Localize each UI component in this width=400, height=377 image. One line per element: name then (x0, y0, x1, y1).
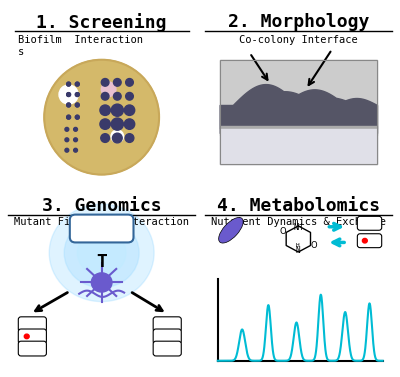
Text: 3. Genomics: 3. Genomics (42, 197, 162, 215)
Circle shape (114, 78, 121, 86)
Text: 1. Screening: 1. Screening (36, 13, 167, 32)
Text: O: O (311, 241, 318, 250)
Circle shape (75, 82, 79, 86)
Circle shape (67, 115, 70, 119)
Circle shape (111, 104, 124, 116)
Circle shape (101, 92, 109, 100)
Circle shape (75, 103, 79, 107)
Text: s: s (18, 47, 24, 57)
Circle shape (65, 127, 69, 131)
Circle shape (100, 119, 110, 129)
Circle shape (101, 134, 110, 143)
Circle shape (75, 115, 79, 119)
Circle shape (75, 82, 79, 86)
Ellipse shape (219, 218, 243, 243)
Circle shape (24, 334, 29, 339)
Circle shape (124, 119, 135, 129)
Bar (220, 60, 377, 164)
Circle shape (75, 115, 79, 119)
Circle shape (111, 118, 124, 130)
Circle shape (75, 93, 79, 97)
Circle shape (124, 105, 135, 115)
Circle shape (74, 138, 78, 142)
FancyBboxPatch shape (18, 341, 46, 356)
Bar (220, 60, 377, 164)
Circle shape (111, 130, 124, 143)
FancyBboxPatch shape (153, 329, 181, 344)
Circle shape (67, 93, 70, 97)
Text: Co-colony Interface: Co-colony Interface (239, 35, 358, 45)
FancyBboxPatch shape (153, 317, 181, 332)
Circle shape (67, 115, 70, 119)
Text: NH: NH (293, 223, 302, 232)
Circle shape (75, 103, 79, 107)
Circle shape (59, 85, 78, 104)
Circle shape (77, 230, 126, 276)
Circle shape (49, 204, 154, 302)
Text: O: O (279, 227, 286, 236)
Circle shape (101, 82, 116, 97)
FancyBboxPatch shape (18, 329, 46, 344)
FancyBboxPatch shape (70, 215, 134, 242)
Text: 4. Metabolomics: 4. Metabolomics (217, 197, 380, 215)
Circle shape (125, 134, 134, 143)
Circle shape (67, 103, 70, 107)
Circle shape (75, 93, 79, 97)
Circle shape (65, 138, 69, 142)
FancyBboxPatch shape (357, 216, 382, 230)
Circle shape (126, 78, 133, 86)
FancyBboxPatch shape (18, 317, 46, 332)
Circle shape (112, 133, 122, 143)
Circle shape (100, 105, 110, 115)
Circle shape (362, 238, 367, 243)
Circle shape (114, 92, 121, 100)
Circle shape (67, 93, 70, 97)
Text: Biofilm  Interaction: Biofilm Interaction (18, 35, 143, 45)
Circle shape (101, 78, 109, 86)
Circle shape (67, 82, 70, 86)
Text: N: N (296, 246, 300, 255)
Text: Nutrient Dynamics & Exchange: Nutrient Dynamics & Exchange (211, 217, 386, 227)
Circle shape (91, 273, 112, 292)
Circle shape (65, 148, 69, 152)
FancyBboxPatch shape (153, 341, 181, 356)
Text: H: H (296, 244, 300, 248)
Circle shape (44, 60, 159, 175)
Circle shape (96, 224, 107, 233)
Circle shape (126, 92, 133, 100)
Text: T: T (96, 253, 107, 271)
Circle shape (74, 148, 78, 152)
Text: Mutant Fitness & Interaction: Mutant Fitness & Interaction (14, 217, 189, 227)
Text: 2. Morphology: 2. Morphology (228, 13, 369, 31)
Circle shape (67, 103, 70, 107)
FancyBboxPatch shape (357, 234, 382, 248)
Circle shape (64, 218, 139, 288)
Circle shape (74, 127, 78, 131)
Circle shape (67, 82, 70, 86)
